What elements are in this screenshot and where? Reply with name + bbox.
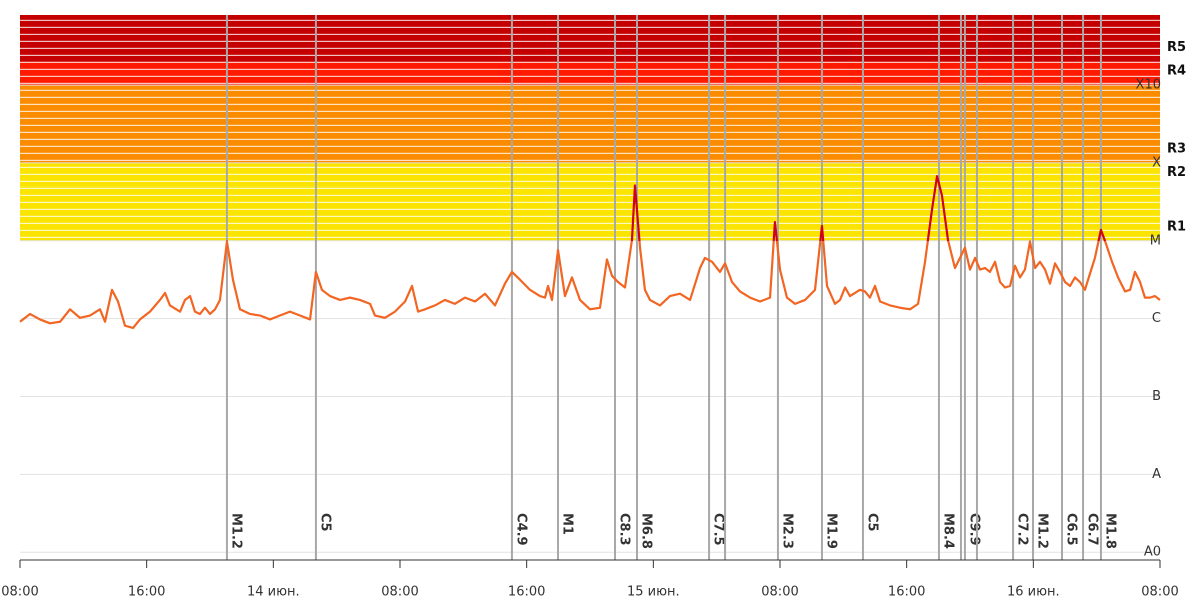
x-tick-label: 14 июн. <box>247 585 300 600</box>
event-label: C5 <box>864 513 879 532</box>
x-tick-label: 08:00 <box>1141 585 1178 600</box>
axes: A0 A B C M X X10 08:00 16:00 14 июн. 08:00 16:00 15 … <box>1 78 1178 600</box>
event-label: M1.9 <box>823 513 838 549</box>
band-label: R2 <box>1167 165 1186 180</box>
event-label: C9.9 <box>966 513 981 546</box>
band-stripes <box>20 85 1160 163</box>
event-label: C4.9 <box>513 513 528 546</box>
y-tick-label: M <box>1150 233 1161 248</box>
y-tick-label: C <box>1152 311 1161 326</box>
series <box>19 175 1161 330</box>
event-label: M1 <box>560 513 575 535</box>
event-label: M1.8 <box>1102 513 1117 549</box>
event-label: C6.7 <box>1085 513 1100 546</box>
y-tick-label: B <box>1152 389 1161 404</box>
band-stripes <box>20 15 1160 62</box>
x-tick-label: 16 июн. <box>1007 585 1060 600</box>
x-tick-label: 08:00 <box>381 585 418 600</box>
band-stripes <box>20 162 1160 187</box>
x-tick-label: 15 июн. <box>627 585 680 600</box>
y-tick-label: X <box>1152 155 1161 170</box>
event-label: C7.5 <box>711 513 726 546</box>
events: M1.2 C5 C4.9 M1 C8.3 M6.8 C7.5 M2.3 M1.9 C5 M8.4 C9… <box>225 15 1117 560</box>
band-label: R4 <box>1167 64 1186 79</box>
flux-line <box>19 175 1161 330</box>
y-tick-label: X10 <box>1136 78 1161 93</box>
event-label: M8.4 <box>940 513 955 549</box>
event-label: C5 <box>317 513 332 532</box>
x-tick-label: 16:00 <box>888 585 925 600</box>
event-label: M2.3 <box>779 513 794 549</box>
band-label: R1 <box>1167 219 1186 234</box>
y-tick-label: A <box>1152 467 1161 482</box>
event-label: C7.2 <box>1015 513 1030 546</box>
x-tick-label: 08:00 <box>761 585 798 600</box>
grid <box>20 84 1160 553</box>
x-tick-label: 08:00 <box>1 585 38 600</box>
event-label: M1.2 <box>228 513 243 549</box>
event-label: M6.8 <box>639 513 654 549</box>
band-stripes <box>20 61 1160 86</box>
event-label: M1.2 <box>1035 513 1050 549</box>
band-label: R5 <box>1167 40 1186 55</box>
bands: R1 R2 R3 R4 R5 <box>20 15 1186 241</box>
y-tick-label: A0 <box>1144 545 1161 560</box>
band-label: R3 <box>1167 141 1186 156</box>
band-stripes <box>20 186 1160 241</box>
x-tick-label: 16:00 <box>128 585 165 600</box>
x-tick-label: 16:00 <box>508 585 545 600</box>
event-label: C8.3 <box>617 513 632 546</box>
event-label: C6.5 <box>1063 513 1078 546</box>
